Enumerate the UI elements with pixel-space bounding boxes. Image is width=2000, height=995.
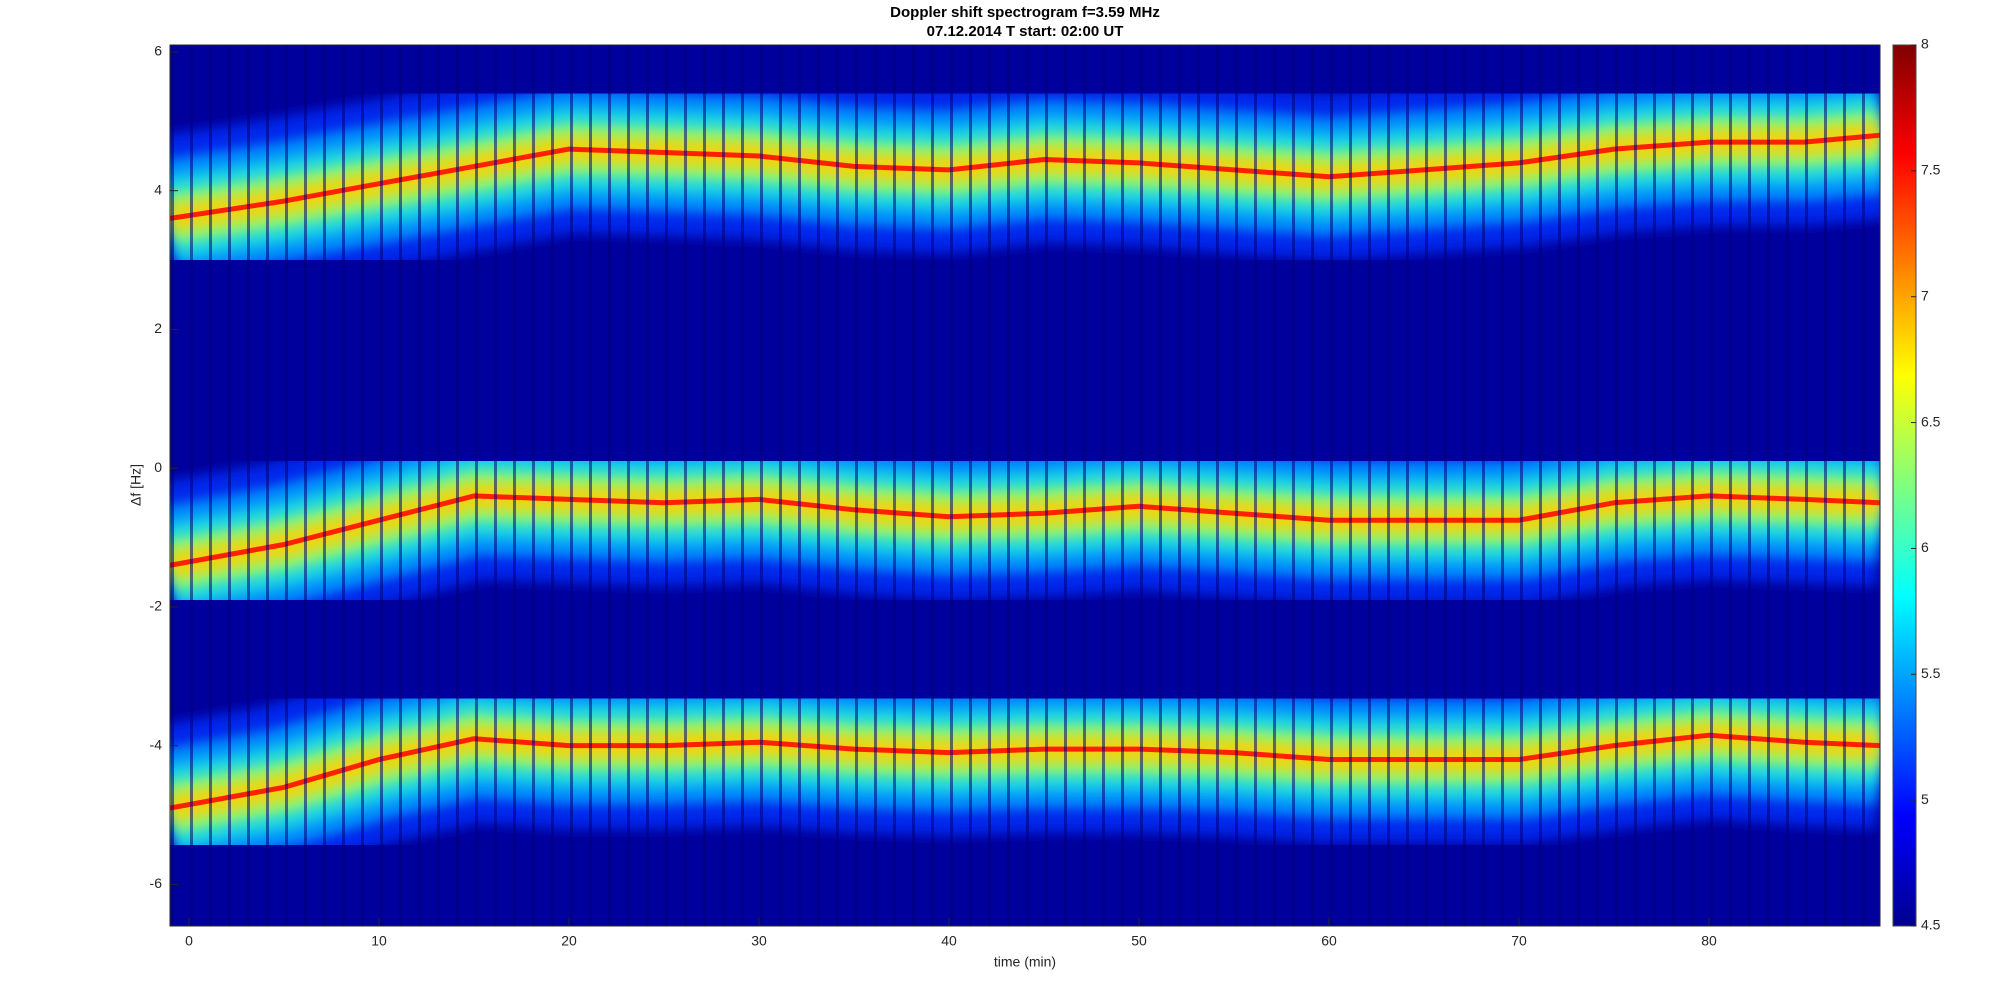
x-axis-label: time (min) <box>994 954 1056 970</box>
colorbar-tick-label: 6 <box>1921 539 1929 555</box>
y-tick-label: 6 <box>154 43 162 59</box>
colorbar-tick-label: 7 <box>1921 287 1929 303</box>
x-tick-label: 60 <box>1321 933 1337 949</box>
axes-frame <box>169 44 1881 927</box>
colorbar-tick-label: 6.5 <box>1921 413 1941 429</box>
y-tick-label: -6 <box>150 875 163 891</box>
y-tick-label: 2 <box>154 320 162 336</box>
x-tick-label: 40 <box>941 933 957 949</box>
y-tick-label: -2 <box>150 598 163 614</box>
x-tick-label: 80 <box>1701 933 1717 949</box>
chart-title: Doppler shift spectrogram f=3.59 MHz <box>890 4 1160 21</box>
chart-subtitle: 07.12.2014 T start: 02:00 UT <box>927 23 1124 40</box>
x-tick-label: 10 <box>371 933 387 949</box>
time-stripes <box>170 45 1880 926</box>
colorbar <box>1892 44 1917 927</box>
colorbar-tick-label: 4.5 <box>1921 917 1941 933</box>
x-tick-label: 70 <box>1511 933 1527 949</box>
colorbar-tick-label: 7.5 <box>1921 162 1941 178</box>
y-tick-label: 4 <box>154 181 162 197</box>
colorbar-tick-label: 8 <box>1921 36 1929 52</box>
x-tick-label: 50 <box>1131 933 1147 949</box>
colorbar-tick-label: 5 <box>1921 791 1929 807</box>
y-tick-label: 0 <box>154 459 162 475</box>
y-tick-label: -4 <box>150 736 163 752</box>
x-tick-label: 0 <box>185 933 193 949</box>
x-tick-label: 20 <box>561 933 577 949</box>
plot-area <box>170 45 1880 926</box>
x-tick-label: 30 <box>751 933 767 949</box>
y-axis-label: Δf [Hz] <box>128 464 144 506</box>
colorbar-tick-label: 5.5 <box>1921 665 1941 681</box>
